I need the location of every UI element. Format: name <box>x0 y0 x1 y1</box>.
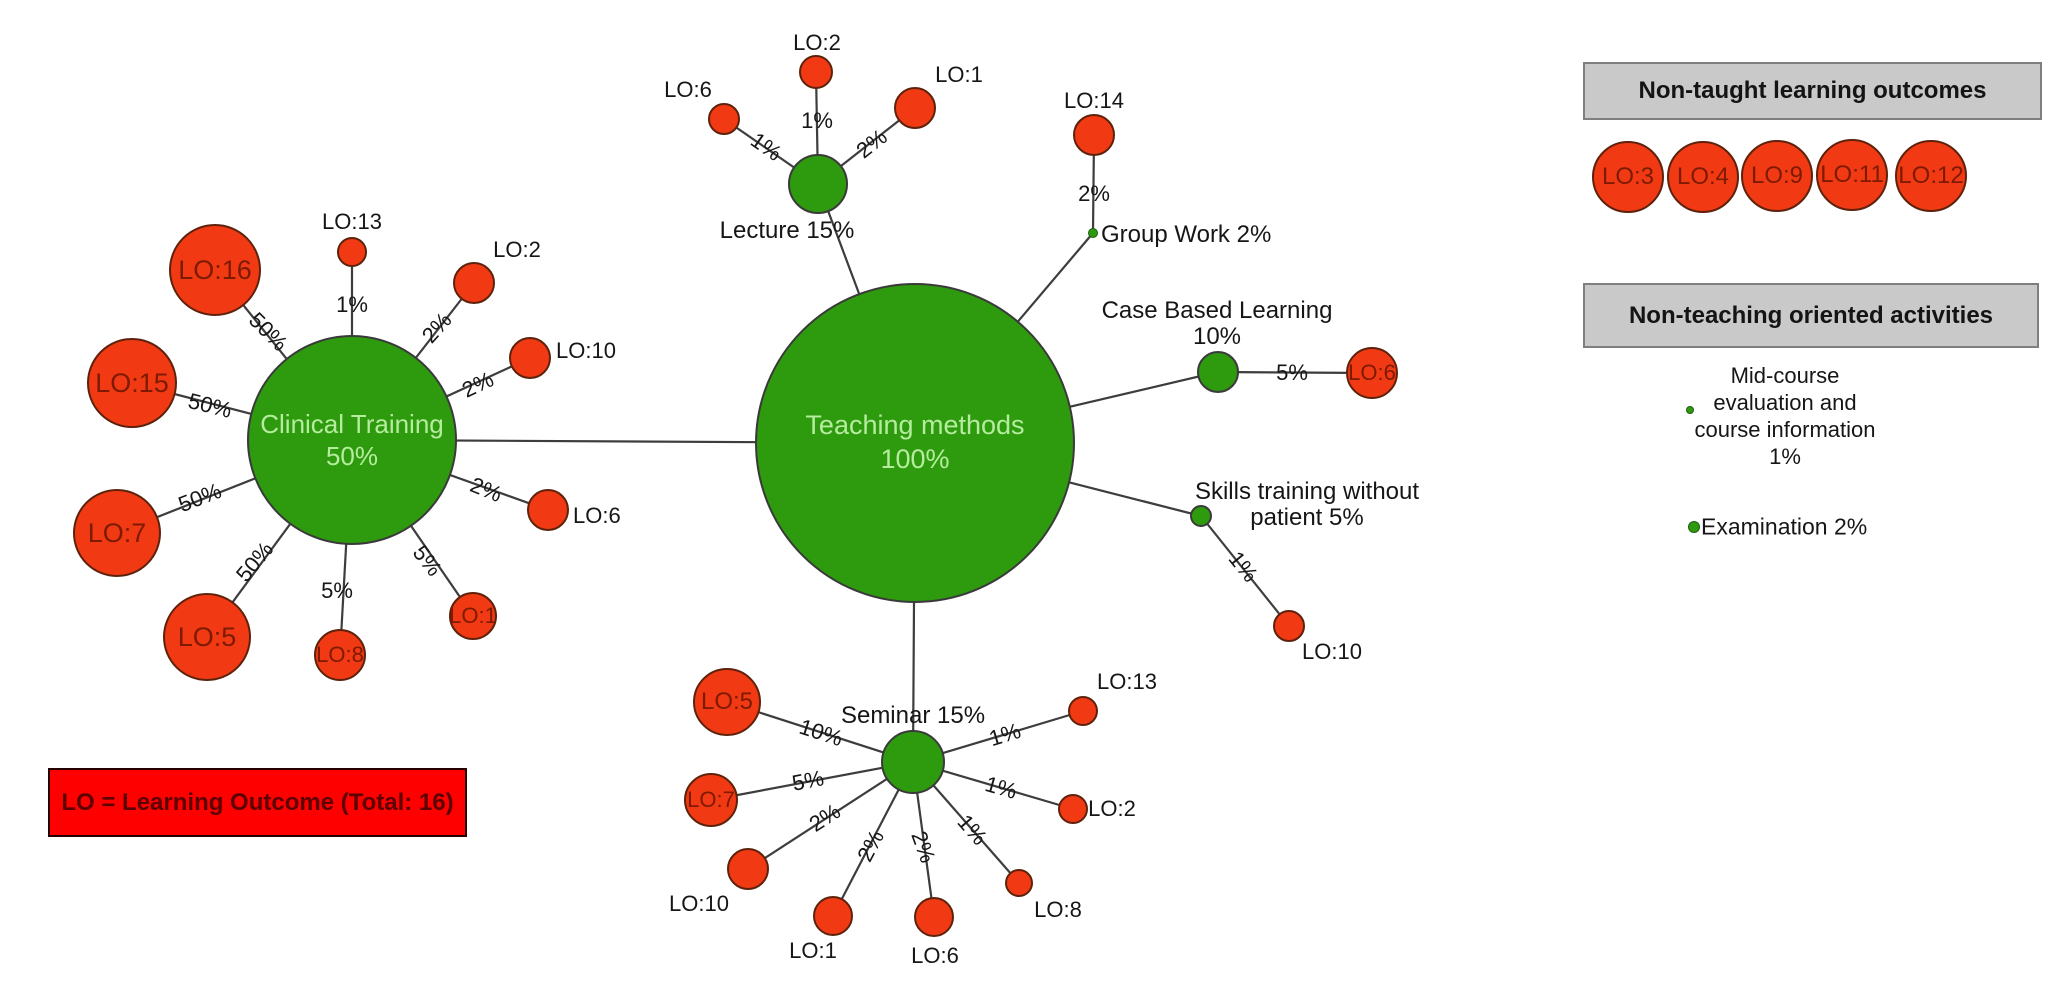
mid_dot-node <box>1686 406 1694 414</box>
pct-label-cl_lo8: 5% <box>321 578 353 603</box>
edge-seminar-sem_lo7 <box>710 760 914 802</box>
gw_lo14-node <box>1073 114 1115 156</box>
cbl_lo6-node: LO:6 <box>1346 347 1398 399</box>
seminar-label: Seminar 15% <box>840 702 986 729</box>
sem_lo8-label: LO:8 <box>1034 897 1082 922</box>
lec_lo1-node <box>894 87 936 129</box>
cbl-node <box>1197 351 1239 393</box>
sem_lo5-node: LO:5 <box>693 668 761 736</box>
pct-label-cl_lo13: 1% <box>336 292 368 317</box>
pct-label-gw_lo14: 2% <box>1078 181 1110 206</box>
lec_lo2-node <box>799 55 833 89</box>
lecture-label: Lecture 15% <box>719 217 855 244</box>
sem_lo1-node <box>813 896 853 936</box>
cl_lo5-node: LO:5 <box>163 593 251 681</box>
cl_lo7-node: LO:7 <box>73 489 161 577</box>
lec_lo2-label: LO:2 <box>793 30 841 55</box>
cl_lo1-node: LO:1 <box>449 592 497 640</box>
sem_lo2-label: LO:2 <box>1088 796 1136 821</box>
sem_lo13-node <box>1068 696 1098 726</box>
lecture-node <box>788 154 848 214</box>
lo4-node: LO:4 <box>1667 141 1739 213</box>
cl_lo2-node <box>453 262 495 304</box>
cl_lo15-node: LO:15 <box>87 338 177 428</box>
sem_lo10-label: LO:10 <box>669 891 729 916</box>
lo9-node: LO:9 <box>1741 140 1813 212</box>
sem_lo13-label: LO:13 <box>1097 669 1157 694</box>
exam_dot-node <box>1688 521 1700 533</box>
cl_lo6-node <box>527 489 569 531</box>
cl_lo13-node <box>337 237 367 267</box>
lo-abbreviation-note-text: LO = Learning Outcome (Total: 16) <box>61 788 454 816</box>
skills-label: Skills training without patient 5% <box>1194 478 1420 531</box>
pct-label-lec_lo2: 1% <box>801 108 833 133</box>
sk_lo10-label: LO:10 <box>1302 639 1362 664</box>
groupwork-node <box>1088 228 1098 238</box>
clinical-node: Clinical Training 50% <box>247 335 457 545</box>
lec_lo6-node <box>708 103 740 135</box>
sem_lo2-node <box>1058 794 1088 824</box>
seminar-node <box>881 730 945 794</box>
teaching-node: Teaching methods 100% <box>755 283 1075 603</box>
gw_lo14-label: LO:14 <box>1064 88 1124 113</box>
cl_lo8-node: LO:8 <box>314 629 366 681</box>
lec_lo6-label: LO:6 <box>664 77 712 102</box>
groupwork-label: Group Work 2% <box>1101 221 1272 248</box>
pct-label-cbl_lo6: 5% <box>1276 360 1308 385</box>
sem_lo6-node <box>914 897 954 937</box>
sem_lo6-label: LO:6 <box>911 943 959 968</box>
cl_lo10-node <box>509 337 551 379</box>
lo11-node: LO:11 <box>1816 139 1888 211</box>
cl_lo10-label: LO:10 <box>556 338 616 363</box>
lo3-node: LO:3 <box>1592 141 1664 213</box>
skills-node <box>1190 505 1212 527</box>
lo-abbreviation-note: LO = Learning Outcome (Total: 16) <box>48 768 467 837</box>
non-teaching-activities-title: Non-teaching oriented activities <box>1628 301 1994 329</box>
non-taught-outcomes-title: Non-taught learning outcomes <box>1638 77 1987 104</box>
cl_lo16-node: LO:16 <box>169 224 261 316</box>
edge-skills-sk_lo10 <box>1200 515 1290 627</box>
cl_lo13-label: LO:13 <box>322 209 382 234</box>
sem_lo7-node: LO:7 <box>684 773 738 827</box>
midcourse-evaluation-label: Mid-course evaluation and course informa… <box>1694 363 1876 469</box>
lec_lo1-label: LO:1 <box>935 62 983 87</box>
sem_lo8-node <box>1005 869 1033 897</box>
sk_lo10-node <box>1273 610 1305 642</box>
non-taught-outcomes-header: Non-taught learning outcomes <box>1583 62 2042 120</box>
non-teaching-activities-header: Non-teaching oriented activities <box>1583 283 2039 348</box>
sem_lo1-label: LO:1 <box>789 938 837 963</box>
examination-label: Examination 2% <box>1701 513 1868 540</box>
cl_lo6-label: LO:6 <box>573 503 621 528</box>
cl_lo2-label: LO:2 <box>493 237 541 262</box>
lo12-node: LO:12 <box>1895 140 1967 212</box>
sem_lo10-node <box>727 848 769 890</box>
cbl-label: Case Based Learning 10% <box>1101 297 1333 350</box>
